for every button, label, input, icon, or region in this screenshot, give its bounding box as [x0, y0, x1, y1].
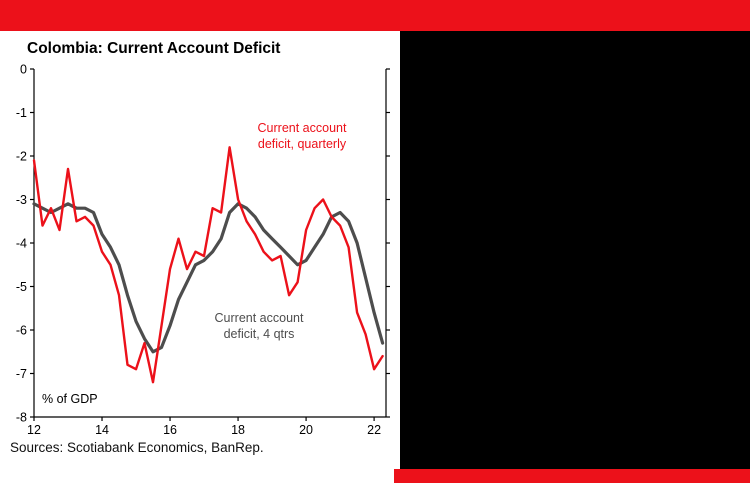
axis-unit-label: % of GDP	[42, 392, 98, 406]
side-panel	[394, 31, 750, 483]
svg-text:16: 16	[163, 423, 177, 437]
svg-text:-8: -8	[16, 411, 27, 425]
svg-text:20: 20	[299, 423, 313, 437]
svg-text:-3: -3	[16, 193, 27, 207]
chart-title: Colombia: Current Account Deficit	[27, 40, 281, 57]
svg-text:0: 0	[20, 63, 27, 77]
svg-text:14: 14	[95, 423, 109, 437]
sources-note: Sources: Scotiabank Economics, BanRep.	[10, 440, 264, 455]
chart-area: 0 -1 -2 -3 -4 -5 -6 -7 -8 12 14 16 18 20 22 Current ac…	[0, 60, 400, 440]
svg-text:-7: -7	[16, 367, 27, 381]
chart-card: Colombia: Current Account Deficit 0 -1 -2 -…	[0, 31, 400, 483]
svg-text:12: 12	[27, 423, 41, 437]
svg-text:18: 18	[231, 423, 245, 437]
svg-text:-6: -6	[16, 324, 27, 338]
svg-text:22: 22	[367, 423, 381, 437]
svg-text:-5: -5	[16, 280, 27, 294]
svg-text:-1: -1	[16, 106, 27, 120]
top-brand-bar	[0, 0, 750, 31]
annotation-4qtr: Current account deficit, 4 qtrs	[214, 311, 304, 342]
current-account-chart: 0 -1 -2 -3 -4 -5 -6 -7 -812 14 16 18 20 22	[16, 63, 390, 437]
annotation-quarterly: Current account deficit, quarterly	[257, 121, 347, 152]
svg-text:-2: -2	[16, 150, 27, 164]
svg-text:-4: -4	[16, 237, 27, 251]
bottom-brand-bar	[394, 469, 750, 483]
